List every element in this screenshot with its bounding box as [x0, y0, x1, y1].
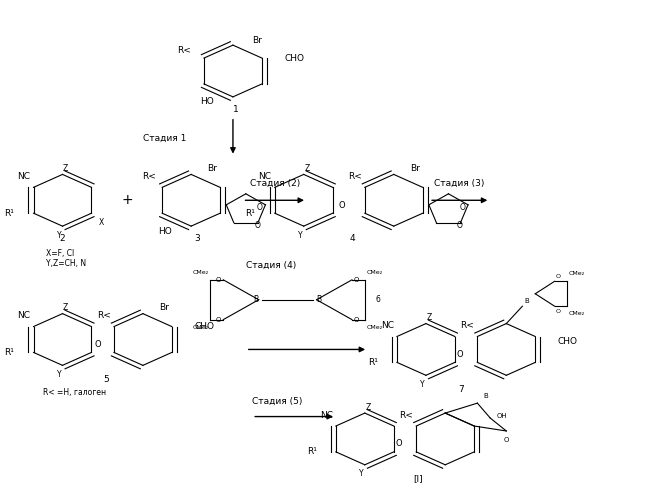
Text: Стадия (5): Стадия (5): [252, 397, 302, 406]
Text: O: O: [94, 340, 101, 349]
Text: 4: 4: [349, 234, 355, 243]
Text: 7: 7: [459, 384, 464, 394]
Text: Z: Z: [426, 313, 432, 322]
Text: R<: R<: [348, 172, 362, 181]
Text: O: O: [354, 316, 359, 322]
Text: O: O: [216, 316, 222, 322]
Text: X=F, Cl: X=F, Cl: [47, 249, 75, 258]
Text: R¹: R¹: [368, 358, 378, 367]
Text: Br: Br: [207, 164, 217, 173]
Text: NC: NC: [17, 172, 30, 181]
Text: Br: Br: [159, 303, 169, 312]
Text: 3: 3: [194, 234, 200, 243]
Text: Z: Z: [366, 402, 371, 411]
Text: B: B: [253, 295, 258, 304]
Text: Стадия (4): Стадия (4): [246, 260, 296, 270]
Text: Y,Z=CH, N: Y,Z=CH, N: [47, 259, 87, 268]
Text: Стадия 1: Стадия 1: [143, 134, 186, 142]
Text: NC: NC: [258, 172, 271, 181]
Text: B: B: [317, 295, 322, 304]
Text: CHO: CHO: [194, 322, 214, 331]
Text: R¹: R¹: [5, 208, 14, 218]
Text: CMe₂: CMe₂: [193, 324, 209, 330]
Text: X: X: [98, 218, 104, 226]
Text: CHO: CHO: [557, 337, 578, 346]
Text: OH: OH: [497, 412, 507, 418]
Text: Z: Z: [63, 303, 68, 312]
Text: R<: R<: [399, 410, 413, 420]
Text: Y: Y: [57, 370, 61, 379]
Text: Y: Y: [57, 230, 61, 239]
Text: +: +: [121, 194, 132, 207]
Text: R¹: R¹: [5, 348, 14, 357]
Text: R<: R<: [142, 172, 156, 181]
Text: O: O: [339, 200, 346, 210]
Text: O: O: [354, 277, 359, 283]
Text: O: O: [556, 274, 561, 279]
Text: NC: NC: [17, 311, 30, 320]
Text: O: O: [460, 202, 466, 211]
Text: CHO: CHO: [284, 54, 304, 62]
Text: Y: Y: [298, 230, 303, 239]
Text: CMe₂: CMe₂: [193, 270, 209, 275]
Text: Z: Z: [304, 164, 309, 173]
Text: R<: R<: [177, 46, 191, 55]
Text: O: O: [395, 440, 402, 448]
Text: CMe₂: CMe₂: [366, 324, 382, 330]
Text: HO: HO: [200, 98, 214, 106]
Text: CMe₂: CMe₂: [569, 311, 585, 316]
Text: NC: NC: [380, 321, 393, 330]
Text: O: O: [504, 437, 509, 443]
Text: R<: R<: [460, 321, 474, 330]
Text: Z: Z: [63, 164, 68, 173]
Text: 1: 1: [233, 105, 239, 114]
Text: O: O: [456, 350, 463, 359]
Text: O: O: [255, 221, 260, 230]
Text: Br: Br: [252, 36, 262, 44]
Text: O: O: [457, 221, 463, 230]
Text: R< =H, галоген: R< =H, галоген: [43, 388, 107, 397]
Text: [I]: [I]: [413, 474, 422, 483]
Text: Y: Y: [421, 380, 425, 389]
Text: HO: HO: [158, 226, 172, 235]
Text: Стадия (2): Стадия (2): [249, 179, 300, 188]
Text: CMe₂: CMe₂: [569, 272, 585, 276]
Text: Br: Br: [410, 164, 420, 173]
Text: B: B: [484, 392, 488, 398]
Text: O: O: [216, 277, 222, 283]
Text: R¹: R¹: [307, 448, 317, 456]
Text: CMe₂: CMe₂: [366, 270, 382, 275]
Text: O: O: [257, 202, 263, 211]
Text: Стадия (3): Стадия (3): [435, 179, 485, 188]
Text: R¹: R¹: [245, 208, 255, 218]
Text: 6: 6: [375, 295, 380, 304]
Text: R<: R<: [97, 311, 110, 320]
Text: NC: NC: [320, 410, 333, 420]
Text: 2: 2: [59, 234, 65, 243]
Text: B: B: [525, 298, 529, 304]
Text: Y: Y: [359, 469, 364, 478]
Text: 5: 5: [103, 375, 109, 384]
Text: O: O: [556, 308, 561, 314]
